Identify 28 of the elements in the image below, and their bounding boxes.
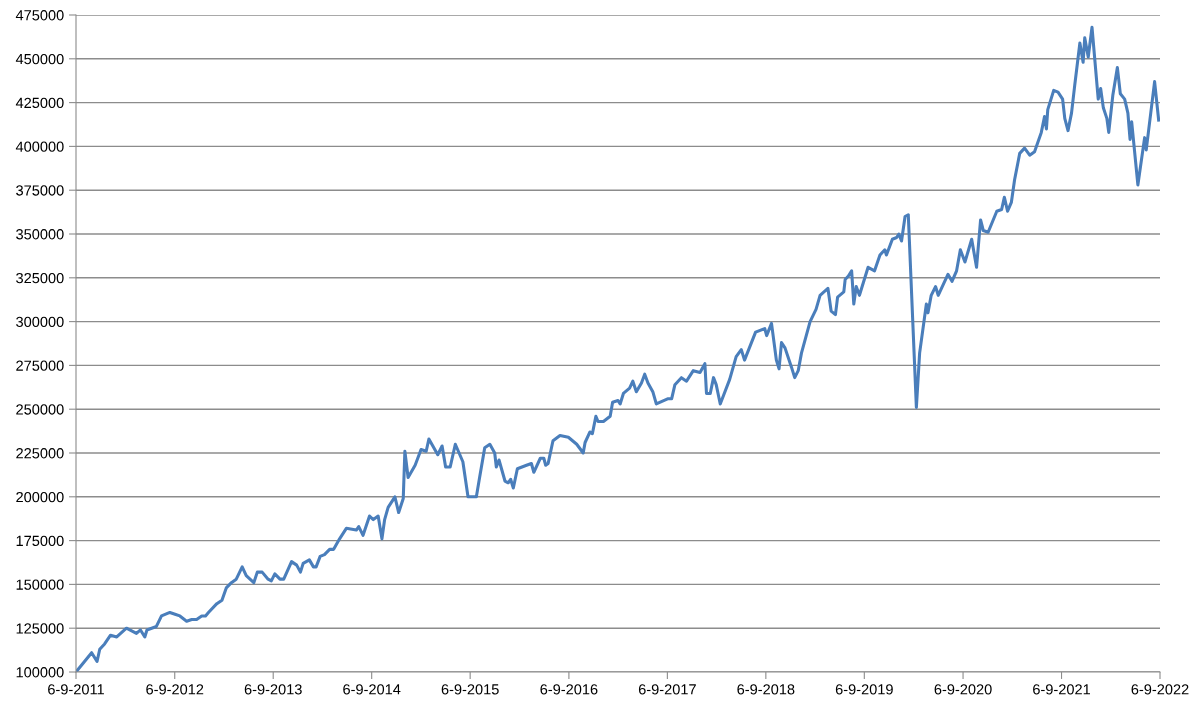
- y-tick-label: 475000: [15, 10, 64, 21]
- y-tick-label: 325000: [16, 272, 64, 284]
- x-tick-label: 6-9-2013: [244, 684, 302, 695]
- y-tick-label: 400000: [15, 141, 64, 152]
- y-tick-label: 425000: [15, 97, 64, 109]
- x-tick-label: 6-9-2014: [343, 684, 401, 695]
- x-tick-label: 6-9-2012: [146, 684, 204, 695]
- x-tick-label: 6-9-2019: [835, 684, 893, 695]
- y-tick-label: 375000: [16, 185, 64, 196]
- x-tick-label: 6-9-2020: [934, 684, 992, 695]
- x-tick-label: 6-9-2022: [1131, 684, 1189, 695]
- x-tick-label: 6-9-2021: [1033, 684, 1091, 695]
- x-tick-label: 6-9-2015: [441, 684, 499, 695]
- y-tick-label: 100000: [16, 667, 64, 678]
- y-tick-label: 225000: [16, 448, 64, 459]
- y-tick-label: 275000: [16, 360, 64, 371]
- y-tick-label: 150000: [16, 579, 64, 590]
- y-tick-label: 200000: [16, 491, 64, 503]
- x-tick-label: 6-9-2016: [540, 684, 598, 695]
- y-tick-label: 450000: [15, 53, 64, 65]
- y-tick-label: 300000: [16, 316, 64, 328]
- x-tick-label: 6-9-2011: [48, 684, 104, 695]
- y-tick-label: 125000: [16, 623, 64, 634]
- y-tick-label: 250000: [16, 404, 64, 415]
- x-tick-label: 6-9-2017: [638, 684, 696, 695]
- y-tick-label: 350000: [16, 229, 64, 240]
- y-tick-label: 175000: [16, 535, 64, 547]
- x-tick-label: 6-9-2018: [737, 684, 795, 695]
